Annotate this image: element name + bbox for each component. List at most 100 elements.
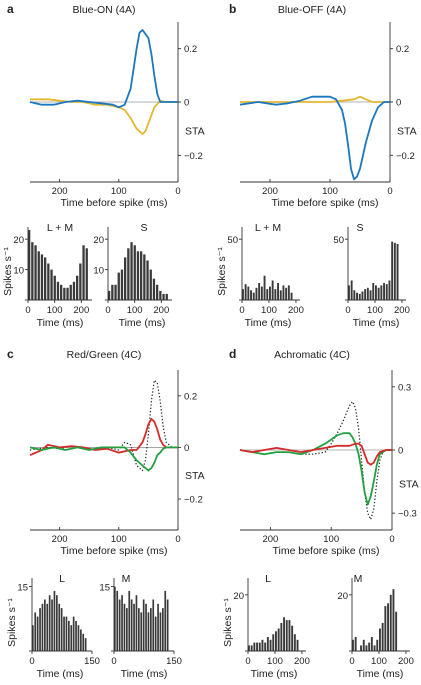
x-tick-label: 200 bbox=[262, 534, 278, 545]
sta-panel-c: c Red/Green (4C) 0.2 0 −0.2 STA 200 100 0 Time be… bbox=[7, 347, 205, 557]
histogram-bar bbox=[116, 590, 119, 651]
histogram-bar bbox=[159, 290, 162, 300]
x-tick-label: 200 bbox=[398, 656, 414, 667]
y-tick-label: 0 bbox=[184, 98, 189, 109]
histogram-bar bbox=[68, 620, 70, 651]
x-axis-label: Time before spike (ms) bbox=[61, 545, 168, 557]
histogram-bar bbox=[165, 293, 168, 300]
x-axis-label: Time before spike (ms) bbox=[273, 545, 380, 557]
y-tick-label: −0.2 bbox=[396, 151, 415, 162]
histogram-bar bbox=[272, 634, 275, 651]
y-tick-label: −0.2 bbox=[184, 495, 203, 506]
x-tick-label: 100 bbox=[322, 186, 338, 197]
histogram-bar bbox=[53, 590, 56, 651]
histogram-bar bbox=[248, 645, 250, 651]
y-tick-label: 15 bbox=[99, 583, 110, 594]
histogram-bar bbox=[108, 290, 111, 300]
histogram-bar bbox=[124, 257, 127, 300]
histogram-bar bbox=[353, 290, 356, 300]
histogram-bar bbox=[50, 269, 53, 300]
histogram-bar bbox=[279, 290, 282, 300]
histogram-bar bbox=[375, 285, 377, 300]
y-tick-label: 0 bbox=[398, 446, 403, 457]
histogram-bar bbox=[63, 287, 66, 300]
histogram-bar bbox=[283, 617, 285, 651]
x-tick-label: 200 bbox=[288, 305, 304, 316]
histogram-bar bbox=[63, 616, 65, 651]
histogram-bar bbox=[391, 241, 394, 300]
histogram-bar bbox=[291, 625, 294, 651]
y-axis-label: Spikes s⁻¹ bbox=[6, 598, 18, 647]
histogram-bar bbox=[133, 603, 135, 651]
histogram-bar bbox=[156, 284, 159, 300]
y-tick-label: 0.2 bbox=[184, 44, 197, 55]
histogram-bar bbox=[379, 628, 381, 651]
histogram-bar bbox=[114, 284, 117, 300]
histogram-bar bbox=[352, 639, 354, 651]
histogram-bar bbox=[369, 290, 372, 300]
histogram-bar bbox=[162, 293, 165, 300]
x-axis-label: Time before spike (ms) bbox=[61, 197, 168, 209]
histogram-bar bbox=[37, 251, 40, 300]
histogram-bar bbox=[381, 622, 384, 651]
histogram-bar bbox=[365, 645, 368, 651]
histogram-bar bbox=[34, 612, 37, 651]
series-green-line bbox=[239, 432, 392, 506]
x-tick-label: 100 bbox=[111, 186, 127, 197]
histogram-bar bbox=[72, 281, 76, 301]
panel-title: Blue-OFF (4A) bbox=[278, 4, 346, 16]
y-tick-label: 50 bbox=[333, 235, 344, 246]
x-tick-label: 0 bbox=[349, 656, 354, 667]
panel-label: d bbox=[229, 347, 236, 361]
histogram-bar bbox=[290, 292, 293, 300]
histogram-bar bbox=[56, 595, 58, 651]
histogram-bar bbox=[75, 620, 77, 651]
histogram-bar bbox=[135, 595, 138, 651]
x-tick-label: 0 bbox=[175, 534, 180, 545]
histogram-bar bbox=[130, 242, 133, 300]
histogram-bar bbox=[250, 645, 253, 651]
y-axis-label: STA bbox=[185, 126, 205, 138]
histogram-bar bbox=[84, 638, 87, 651]
series-red-line bbox=[29, 418, 178, 457]
y-tick-label: −0.3 bbox=[398, 509, 417, 520]
histogram-title: L bbox=[59, 573, 65, 585]
histogram-bar bbox=[387, 603, 389, 651]
histogram-bar bbox=[31, 242, 34, 300]
histogram-bar bbox=[384, 606, 387, 651]
histogram-bar bbox=[136, 251, 140, 300]
histogram-bar bbox=[140, 251, 143, 300]
histogram-bar bbox=[138, 608, 140, 651]
histogram-bar bbox=[159, 612, 162, 651]
x-tick-label: 100 bbox=[267, 656, 283, 667]
histogram-bar bbox=[288, 620, 291, 651]
y-tick-label: 0.3 bbox=[398, 382, 411, 393]
x-tick-label: 200 bbox=[52, 186, 68, 197]
histogram-bar bbox=[117, 272, 120, 300]
x-tick-label: 150 bbox=[166, 656, 182, 667]
histogram-bar bbox=[385, 284, 388, 300]
y-axis-label: STA bbox=[397, 126, 417, 138]
histogram-bar bbox=[256, 642, 258, 651]
histogram-bar bbox=[258, 283, 261, 300]
series-blue-line bbox=[29, 29, 178, 109]
x-tick-label: 0 bbox=[105, 305, 110, 316]
histogram-bar bbox=[372, 283, 375, 300]
y-tick-label: 20 bbox=[337, 591, 348, 602]
x-axis-label: Time (ms) bbox=[119, 317, 166, 329]
histogram-bar bbox=[253, 642, 256, 651]
histogram-bar bbox=[39, 608, 41, 651]
histogram-bar bbox=[364, 289, 367, 300]
panel-title: Achromatic (4C) bbox=[274, 349, 350, 361]
x-axis-label: Time (ms) bbox=[251, 668, 298, 680]
histogram-title: L + M bbox=[255, 222, 281, 234]
histogram-bar bbox=[271, 280, 274, 300]
histogram-bar bbox=[128, 590, 131, 651]
histogram-bar bbox=[348, 285, 350, 300]
histogram-bar bbox=[118, 599, 121, 651]
x-axis-label: Time (ms) bbox=[357, 668, 404, 680]
histogram-bar bbox=[70, 625, 73, 651]
